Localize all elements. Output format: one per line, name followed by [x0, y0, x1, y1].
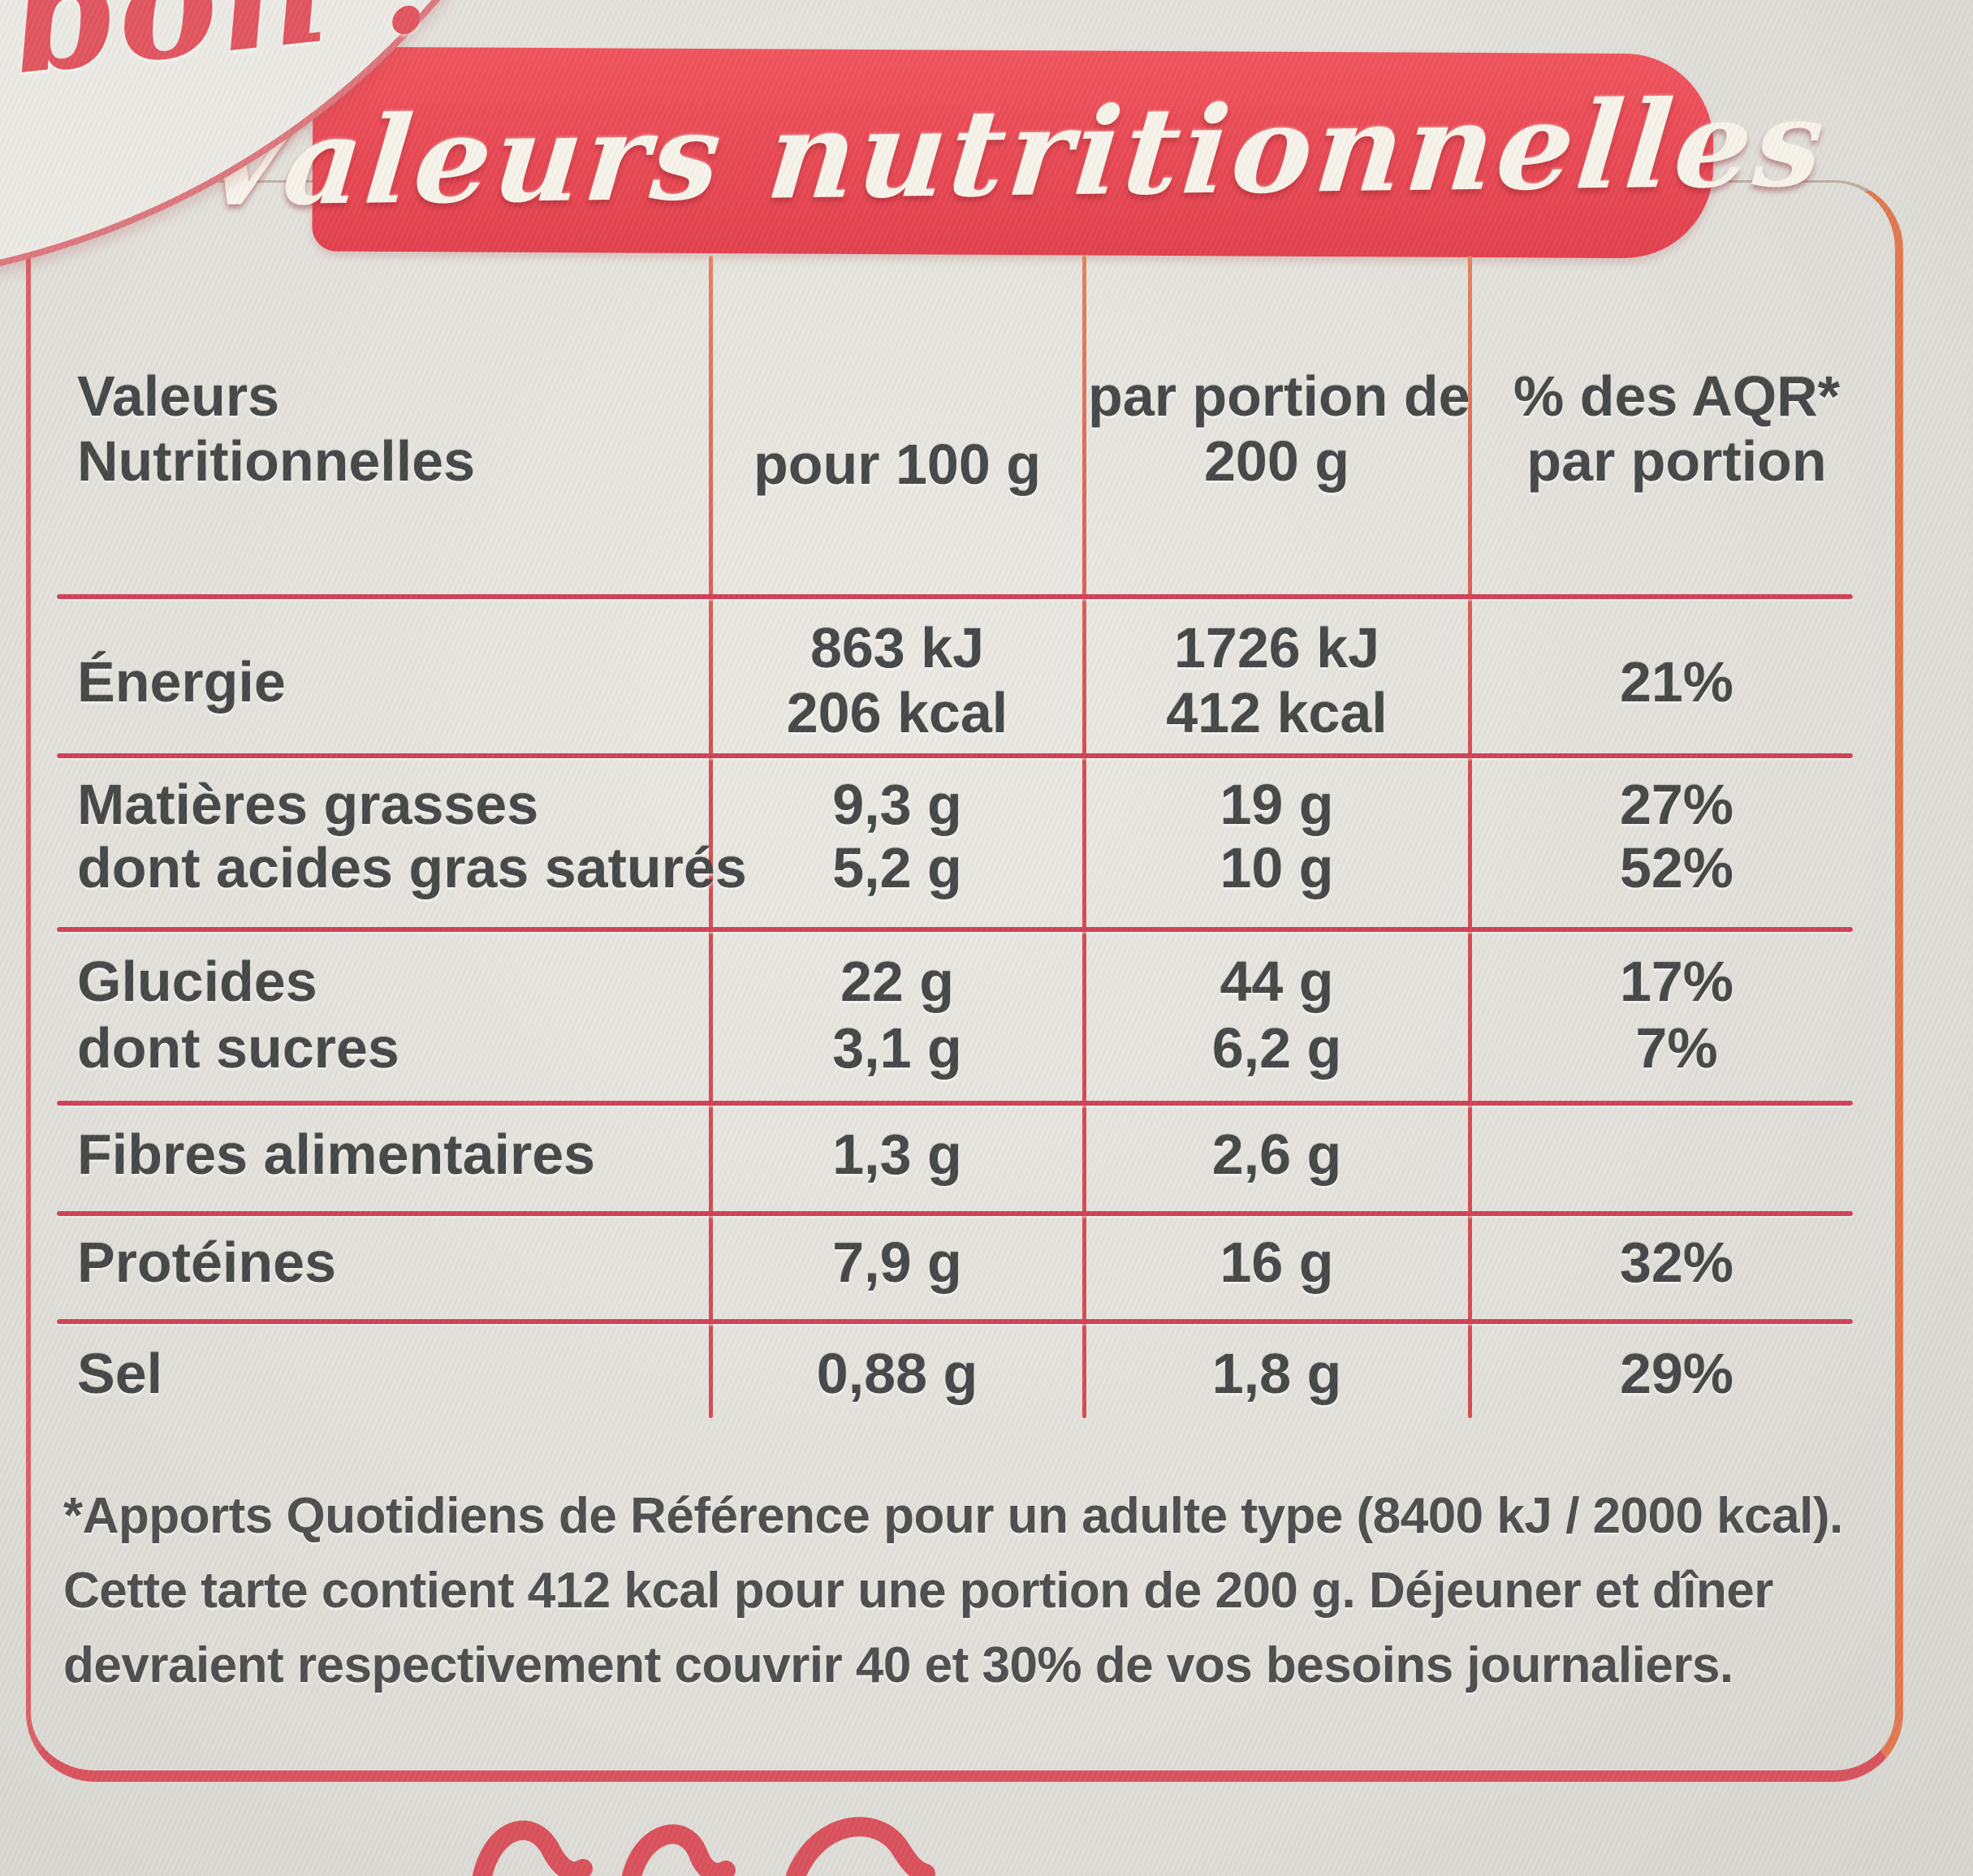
col-header-aqr: % des AQR* par portion	[1513, 364, 1840, 493]
row-matieres-grasses-per100: 9,3 g 5,2 g	[832, 773, 962, 899]
row-sel-per100: 0,88 g	[816, 1342, 978, 1405]
row-sel-aqr: 29%	[1619, 1342, 1734, 1405]
bottom-script-decor	[473, 1817, 935, 1876]
banner-title: Valeurs nutritionnelles	[192, 71, 1833, 234]
row-fibres-portion: 2,6 g	[1211, 1123, 1342, 1186]
row-glucides-label: Glucides dont sucres	[77, 950, 399, 1080]
col-header-portion: par portion de 200 g	[1088, 364, 1470, 493]
row-glucides-per100: 22 g 3,1 g	[832, 950, 962, 1080]
footnote-line: *Apports Quotidiens de Référence pour un…	[63, 1488, 1843, 1544]
table-grid-vline-3	[1468, 256, 1472, 1418]
row-glucides-portion: 44 g 6,2 g	[1211, 950, 1342, 1080]
banner: Valeurs nutritionnelles	[193, 46, 1833, 259]
footnote-line: devraient respectivement couvrir 40 et 3…	[63, 1637, 1733, 1693]
table-grid-vline-2	[1082, 256, 1086, 1418]
row-energie-aqr: 21%	[1619, 650, 1734, 714]
row-energie-per100: 863 kJ 206 kcal	[786, 616, 1008, 744]
row-matieres-grasses-label: Matières grasses dont acides gras saturé…	[77, 773, 747, 899]
footnote: *Apports Quotidiens de Référence pour un…	[63, 1479, 1862, 1703]
row-proteines-portion: 16 g	[1220, 1231, 1334, 1294]
row-energie-label: Énergie	[77, 650, 286, 714]
table-grid-hline-matieres	[57, 927, 1853, 932]
row-sel-portion: 1,8 g	[1211, 1342, 1342, 1405]
table-grid-hline-header	[57, 594, 1853, 599]
col-header-label: Valeurs Nutritionnelles	[77, 364, 476, 493]
table-grid-vline-1	[709, 256, 713, 1418]
table-grid-hline-energie	[57, 753, 1853, 758]
row-fibres-per100: 1,3 g	[832, 1123, 962, 1186]
col-header-per100: pour 100 g	[753, 433, 1041, 496]
row-sel-label: Sel	[77, 1342, 163, 1405]
footnote-line: Cette tarte contient 412 kcal pour une p…	[63, 1563, 1773, 1619]
row-proteines-label: Protéines	[77, 1231, 336, 1294]
row-proteines-per100: 7,9 g	[832, 1231, 962, 1294]
row-energie-portion: 1726 kJ 412 kcal	[1166, 616, 1388, 744]
table-grid-hline-glucides	[57, 1101, 1853, 1106]
table-grid-hline-proteines	[57, 1319, 1853, 1324]
row-glucides-aqr: 17% 7%	[1619, 950, 1734, 1080]
row-matieres-grasses-aqr: 27% 52%	[1619, 773, 1734, 899]
row-matieres-grasses-portion: 19 g 10 g	[1220, 773, 1334, 899]
row-proteines-aqr: 32%	[1619, 1231, 1734, 1294]
table-grid-hline-fibres	[57, 1211, 1853, 1216]
row-fibres-label: Fibres alimentaires	[77, 1123, 596, 1186]
